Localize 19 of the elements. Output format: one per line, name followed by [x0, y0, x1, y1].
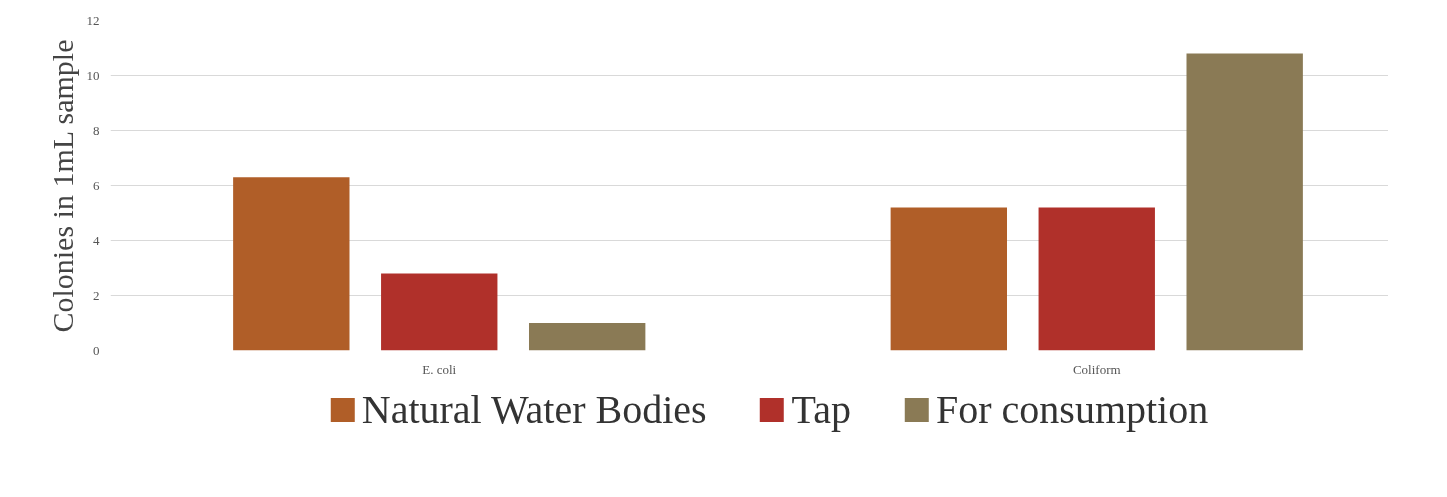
bar [1186, 53, 1303, 351]
bar [1038, 207, 1155, 351]
x-tick-label: Coliform [1072, 361, 1121, 377]
x-tick-label: E. coli [422, 361, 457, 377]
legend-label: Tap [791, 385, 851, 433]
legend-label: Natural Water Bodies [361, 385, 707, 433]
y-tick-label: 0 [93, 342, 100, 358]
bar [381, 273, 498, 351]
y-axis-title: Colonies in 1mL sample [45, 39, 79, 333]
y-tick-label: 10 [86, 67, 100, 83]
legend-label: For consumption [936, 385, 1209, 433]
y-tick-label: 2 [93, 287, 100, 303]
y-tick-label: 4 [93, 232, 100, 248]
y-tick-label: 6 [93, 177, 100, 193]
bar [233, 177, 350, 351]
y-tick-label: 8 [93, 122, 100, 138]
bar [529, 323, 646, 351]
bar [890, 207, 1007, 351]
y-tick-label: 12 [86, 12, 100, 28]
